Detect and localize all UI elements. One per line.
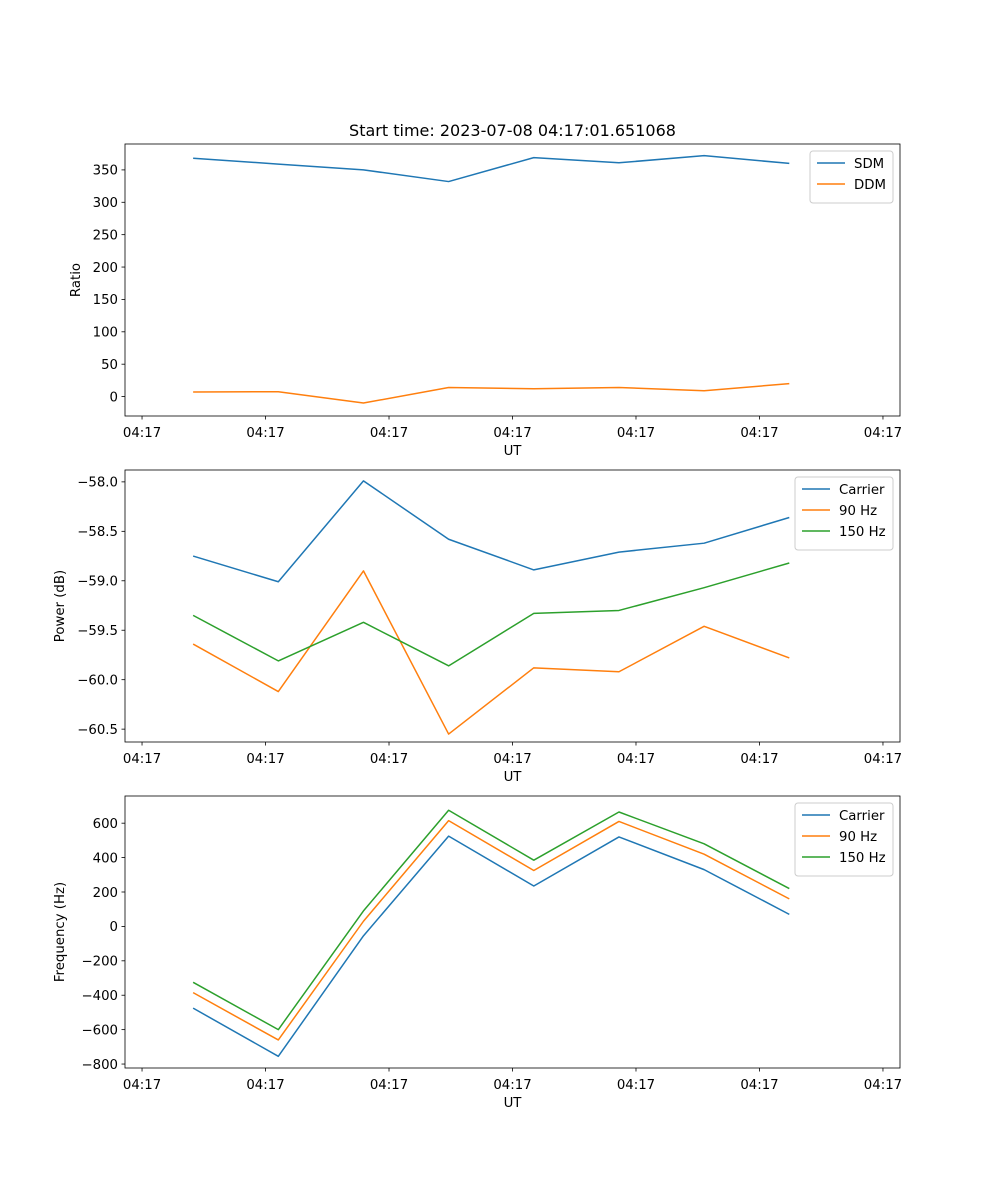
power-x-tick-label: 04:17: [617, 752, 655, 767]
ratio-x-tick-label: 04:17: [740, 426, 778, 441]
power-series-carrier-line: [192, 480, 790, 583]
frequency-x-tick-label: 04:17: [246, 1078, 284, 1093]
frequency-legend-label: Carrier: [839, 809, 885, 824]
power-legend-label: 90 Hz: [839, 504, 877, 519]
ratio-x-tick-label: 04:17: [864, 426, 902, 441]
ratio-y-tick-label: 250: [93, 228, 118, 243]
ratio-y-axis-label: Ratio: [69, 263, 84, 297]
ratio-x-axis-label: UT: [504, 444, 523, 459]
frequency-y-tick-label: 0: [110, 920, 118, 935]
ratio-x-tick-label: 04:17: [370, 426, 408, 441]
power-y-tick-label: −60.0: [77, 673, 118, 688]
power-series-90-hz-line: [192, 570, 790, 735]
frequency-y-tick-label: −600: [81, 1023, 118, 1038]
power-x-tick-label: 04:17: [246, 752, 284, 767]
power-y-axis-label: Power (dB): [53, 570, 68, 642]
ratio-y-tick-label: 50: [101, 358, 118, 373]
ratio-y-tick-label: 0: [110, 390, 118, 405]
ratio-legend-box: [809, 150, 894, 204]
frequency-x-tick-label: 04:17: [864, 1078, 902, 1093]
power-x-axis-label: UT: [504, 770, 523, 785]
ratio-x-tick-label: 04:17: [493, 426, 531, 441]
ratio-legend-label: SDM: [854, 157, 884, 172]
ratio-y-tick-label: 100: [93, 326, 118, 341]
ratio-panel: 04:17 04:17 04:17 04:17 04:17 04:17 04:17 0 50 10…: [69, 143, 902, 459]
power-y-tick-label: −59.0: [77, 575, 118, 590]
frequency-legend-label: 150 Hz: [839, 851, 886, 866]
ratio-y-tick-label: 200: [93, 261, 118, 276]
ratio-y-tick-label: 350: [93, 164, 118, 179]
ratio-y-tick-label: 150: [93, 293, 118, 308]
frequency-x-tick-label: 04:17: [493, 1078, 531, 1093]
power-panel: 04:17 04:17 04:17 04:17 04:17 04:17 04:17 −58.0…: [53, 469, 902, 785]
frequency-x-tick-label: 04:17: [370, 1078, 408, 1093]
ratio-x-tick-label: 04:17: [123, 426, 161, 441]
power-legend-label: Carrier: [839, 483, 885, 498]
frequency-x-tick-label: 04:17: [740, 1078, 778, 1093]
power-x-tick-label: 04:17: [370, 752, 408, 767]
ratio-x-tick-label: 04:17: [617, 426, 655, 441]
power-y-tick-label: −60.5: [77, 723, 118, 738]
ratio-legend: SDM DDM: [809, 150, 894, 204]
frequency-x-axis-label: UT: [504, 1096, 523, 1111]
frequency-y-tick-label: 400: [93, 851, 118, 866]
ratio-series-sdm-line: [193, 154, 790, 183]
ratio-series-ddm-line: [193, 382, 790, 404]
frequency-y-axis-label: Frequency (Hz): [53, 882, 68, 982]
power-series-150-hz-line: [192, 562, 790, 667]
frequency-x-tick-label: 04:17: [123, 1078, 161, 1093]
power-y-tick-label: −58.0: [77, 476, 118, 491]
power-x-tick-label: 04:17: [864, 752, 902, 767]
power-y-tick-label: −58.5: [77, 525, 118, 540]
power-legend-label: 150 Hz: [839, 525, 886, 540]
power-x-tick-label: 04:17: [493, 752, 531, 767]
ratio-legend-label: DDM: [854, 178, 886, 193]
frequency-y-tick-label: 600: [93, 817, 118, 832]
power-x-tick-label: 04:17: [740, 752, 778, 767]
chart-title: Start time: 2023-07-08 04:17:01.651068: [349, 121, 676, 140]
power-x-tick-label: 04:17: [123, 752, 161, 767]
power-y-tick-label: −59.5: [77, 624, 118, 639]
power-legend: Carrier 90 Hz 150 Hz: [794, 476, 894, 551]
ratio-y-tick-label: 300: [93, 196, 118, 211]
frequency-series-carrier-line: [192, 835, 790, 1058]
frequency-y-tick-label: −200: [81, 955, 118, 970]
frequency-y-tick-label: 200: [93, 886, 118, 901]
frequency-legend: Carrier 90 Hz 150 Hz: [794, 802, 894, 877]
frequency-legend-label: 90 Hz: [839, 830, 877, 845]
frequency-y-tick-label: −800: [81, 1058, 118, 1073]
frequency-y-tick-label: −400: [81, 989, 118, 1004]
frequency-series-150-hz-line: [192, 809, 790, 1031]
frequency-panel: 04:17 04:17 04:17 04:17 04:17 04:17 04:17 600 40…: [53, 795, 902, 1111]
ratio-x-tick-label: 04:17: [246, 426, 284, 441]
frequency-series-90-hz-line: [192, 819, 790, 1041]
frequency-x-tick-label: 04:17: [617, 1078, 655, 1093]
